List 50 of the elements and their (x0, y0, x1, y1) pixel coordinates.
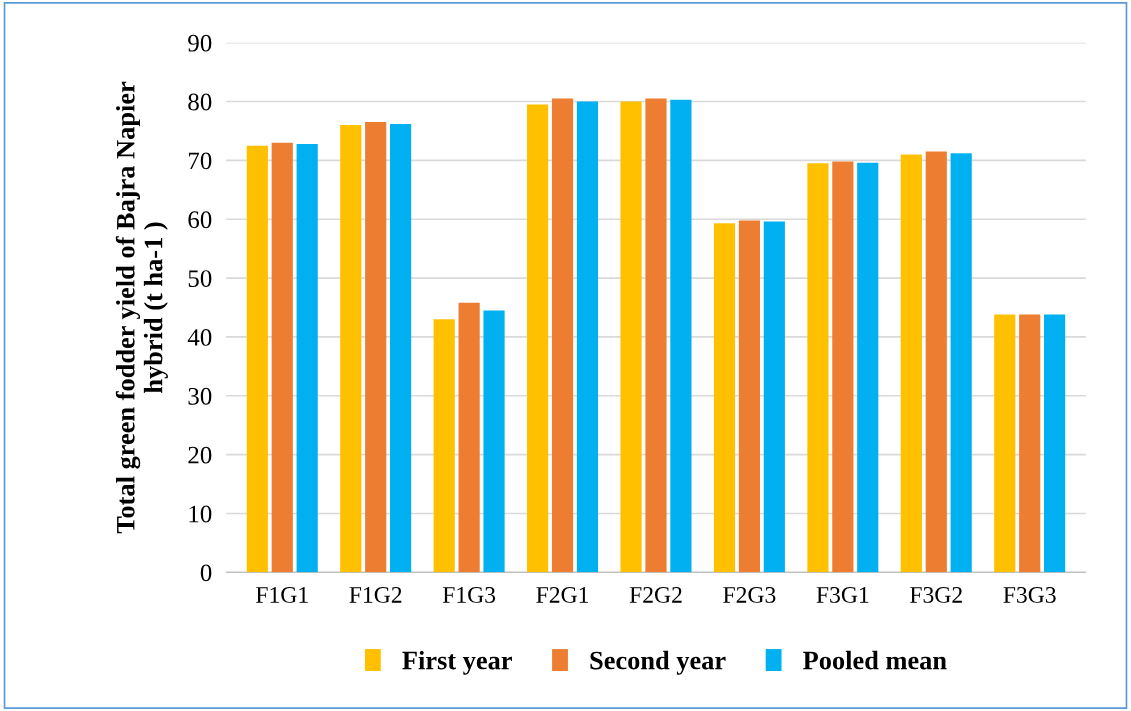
bar (340, 125, 362, 573)
bar (738, 220, 760, 573)
bar (365, 122, 387, 573)
x-tick-label: F3G2 (910, 586, 962, 603)
y-tick-label: 40 (187, 328, 212, 346)
bar (1019, 314, 1041, 573)
bar (807, 163, 829, 573)
bar (645, 98, 667, 573)
y-tick-label: 70 (188, 152, 212, 170)
x-tick-label: F1G1 (256, 586, 308, 603)
bar (670, 99, 692, 573)
legend-label: First year (402, 650, 512, 675)
legend-label: Second year (590, 650, 726, 675)
bar (832, 161, 854, 573)
bar (551, 98, 574, 573)
bar (994, 314, 1016, 573)
bar (271, 142, 293, 573)
x-tick-label: F2G3 (723, 586, 776, 603)
x-tick-label: F3G1 (816, 586, 869, 603)
y-tick-label: 0 (200, 564, 212, 582)
x-tick-label: F3G3 (1003, 586, 1056, 603)
bar (483, 310, 505, 573)
bar (857, 162, 879, 573)
y-tick-label: 30 (188, 387, 212, 405)
bar (458, 302, 480, 573)
x-tick-label: F1G3 (442, 586, 496, 603)
bar (925, 151, 947, 573)
bar (713, 223, 736, 573)
bar (296, 143, 318, 573)
bar (763, 221, 785, 573)
y-tick-label: 90 (188, 34, 212, 52)
y-tick-label: 80 (188, 93, 212, 111)
bar (527, 104, 549, 573)
bar (576, 101, 599, 573)
bar (433, 319, 455, 573)
bar (620, 101, 642, 573)
y-tick-label: 10 (189, 505, 212, 523)
legend-label: Pooled mean (803, 650, 947, 670)
x-tick-label: F2G1 (536, 586, 589, 603)
bar (1044, 314, 1066, 573)
y-axis-title: Total green fodder yield of Bajra Napier hybrid (t ha-1 ) (115, 81, 168, 534)
bar (390, 123, 412, 573)
bar (950, 153, 972, 573)
y-tick-label: 60 (188, 211, 212, 229)
bar (246, 145, 268, 573)
x-tick-label: F1G2 (349, 586, 402, 603)
y-tick-label: 20 (188, 446, 212, 464)
x-tick-label: F2G2 (629, 586, 682, 603)
y-tick-label: 50 (188, 270, 212, 287)
bar (900, 154, 922, 573)
